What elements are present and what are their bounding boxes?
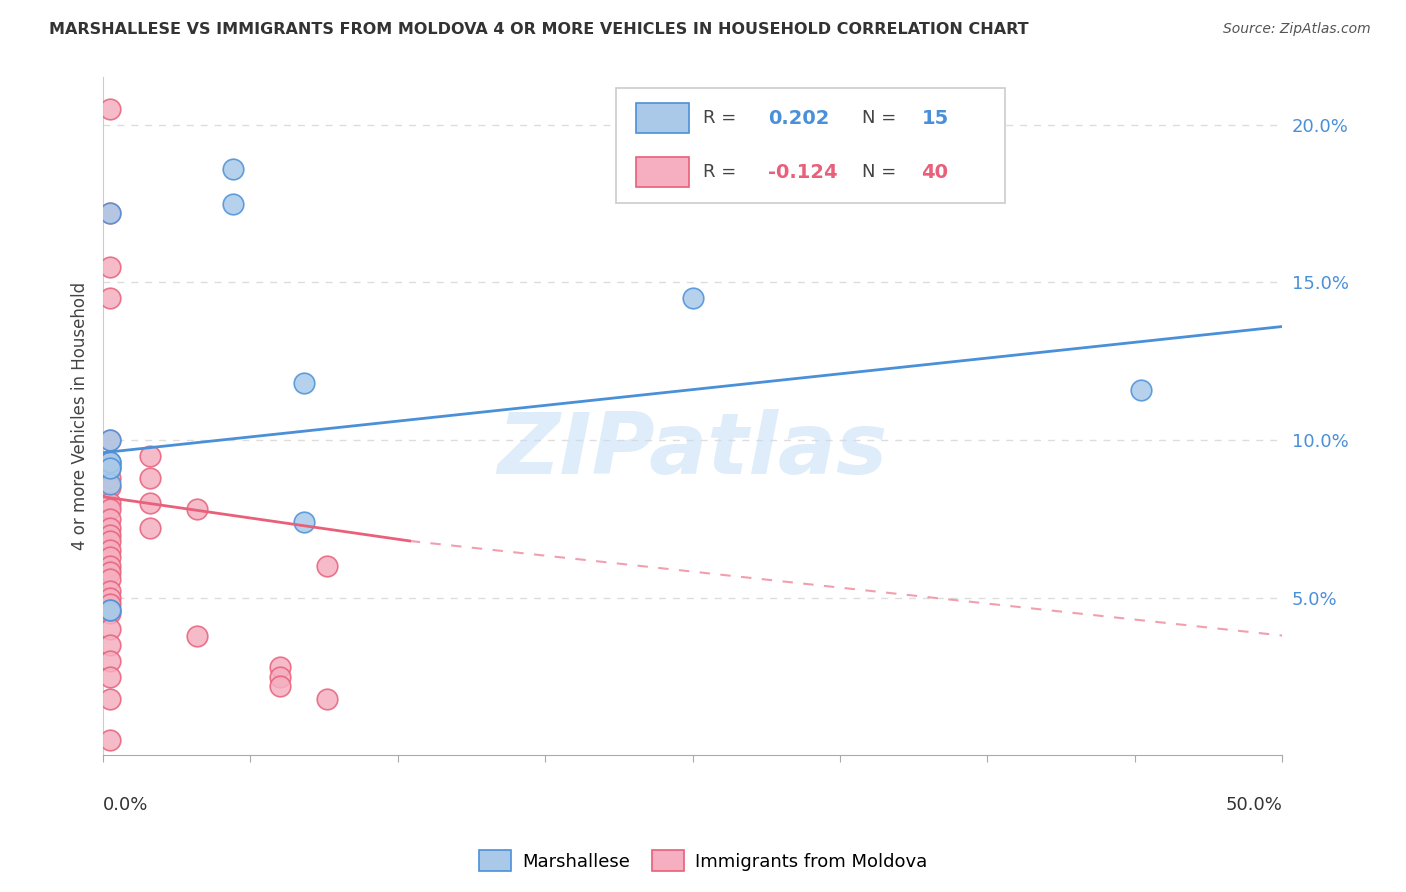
Text: 0.202: 0.202 [768,109,830,128]
Text: R =: R = [703,109,737,128]
Point [222,161,245,176]
FancyBboxPatch shape [636,103,689,133]
Point [98,584,121,599]
Point [269,660,291,674]
Point [98,603,121,617]
Point [292,515,315,529]
Text: N =: N = [862,109,897,128]
Point [139,521,162,535]
Text: -0.124: -0.124 [768,163,838,182]
Point [98,533,121,548]
Text: ZIPatlas: ZIPatlas [498,409,887,491]
Text: N =: N = [862,163,897,181]
Point [98,559,121,574]
Point [682,291,704,305]
Point [98,260,121,274]
Text: Source: ZipAtlas.com: Source: ZipAtlas.com [1223,22,1371,37]
Point [98,691,121,706]
Text: 15: 15 [921,109,949,128]
Point [269,669,291,683]
Point [98,572,121,586]
Text: R =: R = [703,163,737,181]
Point [98,502,121,516]
Point [98,455,121,469]
Point [98,512,121,526]
Text: 50.0%: 50.0% [1225,796,1282,814]
Legend: Marshallese, Immigrants from Moldova: Marshallese, Immigrants from Moldova [471,843,935,879]
Point [98,603,121,617]
Point [98,527,121,541]
Point [98,669,121,683]
Point [98,480,121,494]
Point [1129,383,1152,397]
Point [98,591,121,605]
Point [98,461,121,475]
Text: 40: 40 [921,163,948,182]
Point [98,206,121,220]
Point [269,679,291,693]
Point [98,549,121,564]
Point [222,196,245,211]
Point [98,477,121,491]
Point [98,521,121,535]
Point [98,496,121,510]
Point [98,471,121,485]
Point [98,458,121,473]
Point [139,449,162,463]
Point [98,622,121,636]
Point [186,628,208,642]
Text: 0.0%: 0.0% [103,796,149,814]
Point [98,732,121,747]
FancyBboxPatch shape [636,157,689,187]
Point [139,471,162,485]
Point [98,597,121,611]
Y-axis label: 4 or more Vehicles in Household: 4 or more Vehicles in Household [72,283,89,550]
Point [98,607,121,621]
Point [98,102,121,116]
Point [98,543,121,558]
Point [98,206,121,220]
Point [98,461,121,475]
Point [98,566,121,580]
FancyBboxPatch shape [616,87,1005,202]
Point [98,291,121,305]
Point [98,433,121,447]
Point [186,502,208,516]
Point [139,496,162,510]
Point [98,638,121,652]
Point [316,691,339,706]
Point [98,433,121,447]
Point [316,559,339,574]
Point [98,654,121,668]
Text: MARSHALLESE VS IMMIGRANTS FROM MOLDOVA 4 OR MORE VEHICLES IN HOUSEHOLD CORRELATI: MARSHALLESE VS IMMIGRANTS FROM MOLDOVA 4… [49,22,1029,37]
Point [98,455,121,469]
Point [292,376,315,391]
